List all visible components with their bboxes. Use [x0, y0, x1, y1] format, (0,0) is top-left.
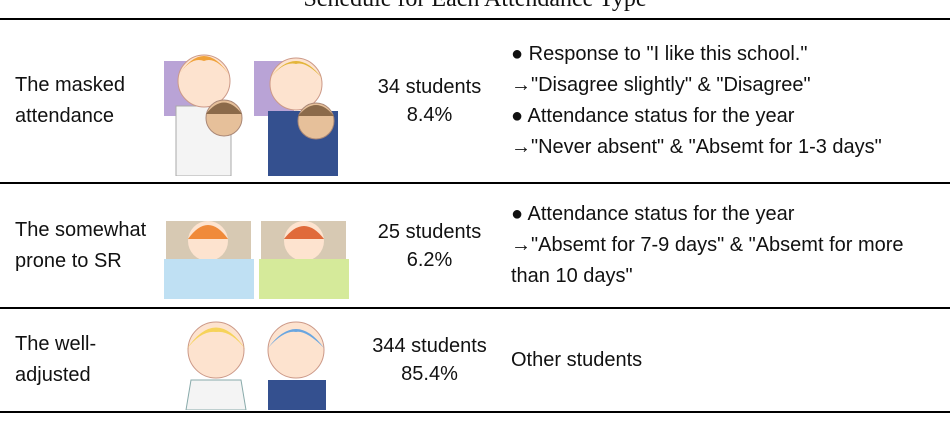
- description-line: →"Absemt for 7-9 days" & "Absemt for mor…: [511, 230, 942, 292]
- student-count: 34 students: [362, 73, 497, 101]
- description-line: ● Attendance status for the year: [511, 101, 942, 132]
- picture-cell: [156, 183, 356, 308]
- description-line: →"Never absent" & "Absemt for 1-3 days": [511, 132, 942, 163]
- description-line: ● Attendance status for the year: [511, 199, 942, 230]
- type-cell: The well-adjusted: [0, 308, 156, 412]
- description-line: ● Response to "I like this school.": [511, 39, 942, 70]
- description-line: →"Disagree slightly" & "Disagree": [511, 70, 942, 101]
- page: Schedule for Each Attendance Type The ma…: [0, 0, 950, 430]
- type-cell: The masked attendance: [0, 19, 156, 183]
- table-title: Schedule for Each Attendance Type: [0, 0, 950, 13]
- description-cell: ● Attendance status for the year→"Absemt…: [503, 183, 950, 308]
- illustration-well-adjusted: [156, 310, 356, 410]
- student-percent: 6.2%: [362, 246, 497, 274]
- student-percent: 85.4%: [362, 360, 497, 388]
- student-count: 25 students: [362, 218, 497, 246]
- student-count: 344 students: [362, 332, 497, 360]
- student-percent: 8.4%: [362, 101, 497, 129]
- picture-cell: [156, 19, 356, 183]
- type-cell: The somewhat prone to SR: [0, 183, 156, 308]
- description-cell: Other students: [503, 308, 950, 412]
- description-cell: ● Response to "I like this school."→"Dis…: [503, 19, 950, 183]
- illustration-masked: [156, 26, 356, 176]
- description-line: Other students: [511, 345, 942, 376]
- picture-cell: [156, 308, 356, 412]
- illustration-somewhat: [156, 191, 356, 301]
